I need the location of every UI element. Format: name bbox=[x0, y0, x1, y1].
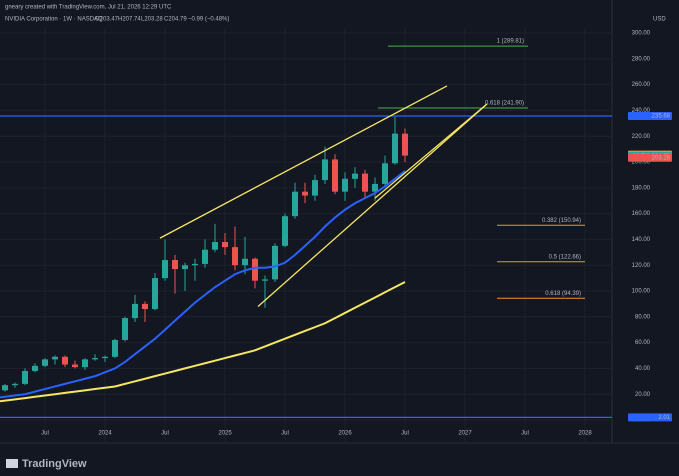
candle-body bbox=[222, 241, 228, 248]
candle-body bbox=[332, 159, 338, 192]
fib-label: 0.382 (150.94) bbox=[542, 218, 581, 224]
ohlc-low: L203.28 bbox=[141, 17, 163, 23]
candle-body bbox=[32, 365, 38, 371]
candle-body bbox=[192, 263, 198, 266]
fib-label: 1 (289.81) bbox=[497, 39, 524, 45]
candle-body bbox=[362, 173, 368, 192]
y-tick-label: 100.00 bbox=[632, 289, 651, 295]
trendline bbox=[159, 85, 448, 239]
x-tick-label: 2025 bbox=[218, 431, 232, 437]
brand: TradingView bbox=[22, 458, 87, 470]
y-tick-label: 120.00 bbox=[632, 263, 651, 269]
y-tick-label: 80.00 bbox=[635, 314, 651, 320]
candle-body bbox=[232, 247, 238, 266]
candle-body bbox=[142, 303, 148, 310]
candle-body bbox=[152, 278, 158, 310]
candle-body bbox=[322, 159, 328, 181]
x-tick-label: 2026 bbox=[338, 431, 352, 437]
candle-body bbox=[242, 258, 248, 266]
candle-body bbox=[72, 364, 78, 368]
candle-body bbox=[302, 191, 308, 196]
y-tick-label: 20.00 bbox=[635, 392, 651, 398]
y-tick-label: 260.00 bbox=[632, 82, 651, 88]
x-tick-label: 2028 bbox=[578, 431, 592, 437]
x-tick-label: Jul bbox=[41, 431, 49, 437]
candle-body bbox=[62, 356, 68, 365]
candle-body bbox=[12, 383, 18, 386]
candle-body bbox=[102, 356, 108, 359]
ohlc-change: −0.99 (−0.48%) bbox=[188, 17, 229, 23]
fib-label: 0.618 (94.39) bbox=[545, 291, 581, 297]
candle-body bbox=[52, 356, 58, 360]
candle-body bbox=[352, 173, 358, 179]
price-tag-label: 203.28 bbox=[652, 155, 671, 161]
ohlc-open: O203.47 bbox=[95, 17, 119, 23]
x-tick-label: Jul bbox=[161, 431, 169, 437]
candle-body bbox=[122, 318, 128, 341]
fib-label: 0.618 (241.90) bbox=[485, 101, 524, 107]
x-tick-label: Jul bbox=[281, 431, 289, 437]
candle-body bbox=[382, 163, 388, 184]
candle-body bbox=[312, 180, 318, 196]
candle-body bbox=[162, 260, 168, 279]
y-tick-label: 280.00 bbox=[632, 56, 651, 62]
trendline bbox=[374, 103, 488, 199]
candle-body bbox=[92, 358, 98, 360]
credit: gneary created with TradingView.com, Jul… bbox=[5, 5, 172, 11]
x-tick-label: 2024 bbox=[98, 431, 112, 437]
moving-average bbox=[0, 170, 406, 399]
y-tick-label: 220.00 bbox=[632, 134, 651, 140]
ohlc-high: H207.74 bbox=[118, 17, 141, 23]
candle-body bbox=[372, 183, 378, 192]
candle-body bbox=[272, 245, 278, 280]
candle-body bbox=[2, 385, 8, 391]
y-tick-label: 300.00 bbox=[632, 31, 651, 37]
candle-body bbox=[182, 265, 188, 270]
candle-body bbox=[22, 370, 28, 384]
x-tick-label: Jul bbox=[521, 431, 529, 437]
currency: USD bbox=[653, 17, 666, 23]
price-tag bbox=[628, 111, 672, 120]
candle-body bbox=[42, 359, 48, 366]
candle-body bbox=[212, 241, 218, 250]
logo-icon bbox=[6, 459, 18, 468]
trendline bbox=[257, 103, 488, 307]
y-tick-label: 140.00 bbox=[632, 237, 651, 243]
candle-body bbox=[392, 133, 398, 164]
candle-body bbox=[342, 178, 348, 192]
fib-label: 0.5 (122.66) bbox=[549, 254, 581, 260]
x-tick-label: 2027 bbox=[458, 431, 472, 437]
price-tag bbox=[628, 153, 672, 162]
candle-body bbox=[252, 258, 258, 281]
x-tick-label: Jul bbox=[401, 431, 409, 437]
candle-body bbox=[132, 303, 138, 319]
ohlc-close: C204.79 bbox=[164, 17, 187, 23]
candle-body bbox=[402, 133, 408, 156]
moving-average bbox=[0, 281, 406, 403]
chart-title: NVIDIA Corporation · 1W · NASDAQ bbox=[5, 17, 103, 23]
y-tick-label: 160.00 bbox=[632, 211, 651, 217]
y-tick-label: 180.00 bbox=[632, 185, 651, 191]
price-tag-label: 2.01 bbox=[658, 415, 670, 421]
candle-body bbox=[112, 340, 118, 357]
y-tick-label: 240.00 bbox=[632, 108, 651, 114]
candle-body bbox=[202, 249, 208, 264]
price-tag bbox=[628, 413, 672, 422]
candle-body bbox=[292, 191, 298, 217]
candle-body bbox=[282, 216, 288, 246]
price-tag-label: 235.68 bbox=[652, 114, 671, 120]
candle-body bbox=[172, 260, 178, 270]
y-tick-label: 60.00 bbox=[635, 340, 651, 346]
candle-body bbox=[82, 359, 88, 368]
y-tick-label: 200.00 bbox=[632, 160, 651, 166]
y-tick-label: 40.00 bbox=[635, 366, 651, 372]
candle-body bbox=[262, 279, 268, 281]
